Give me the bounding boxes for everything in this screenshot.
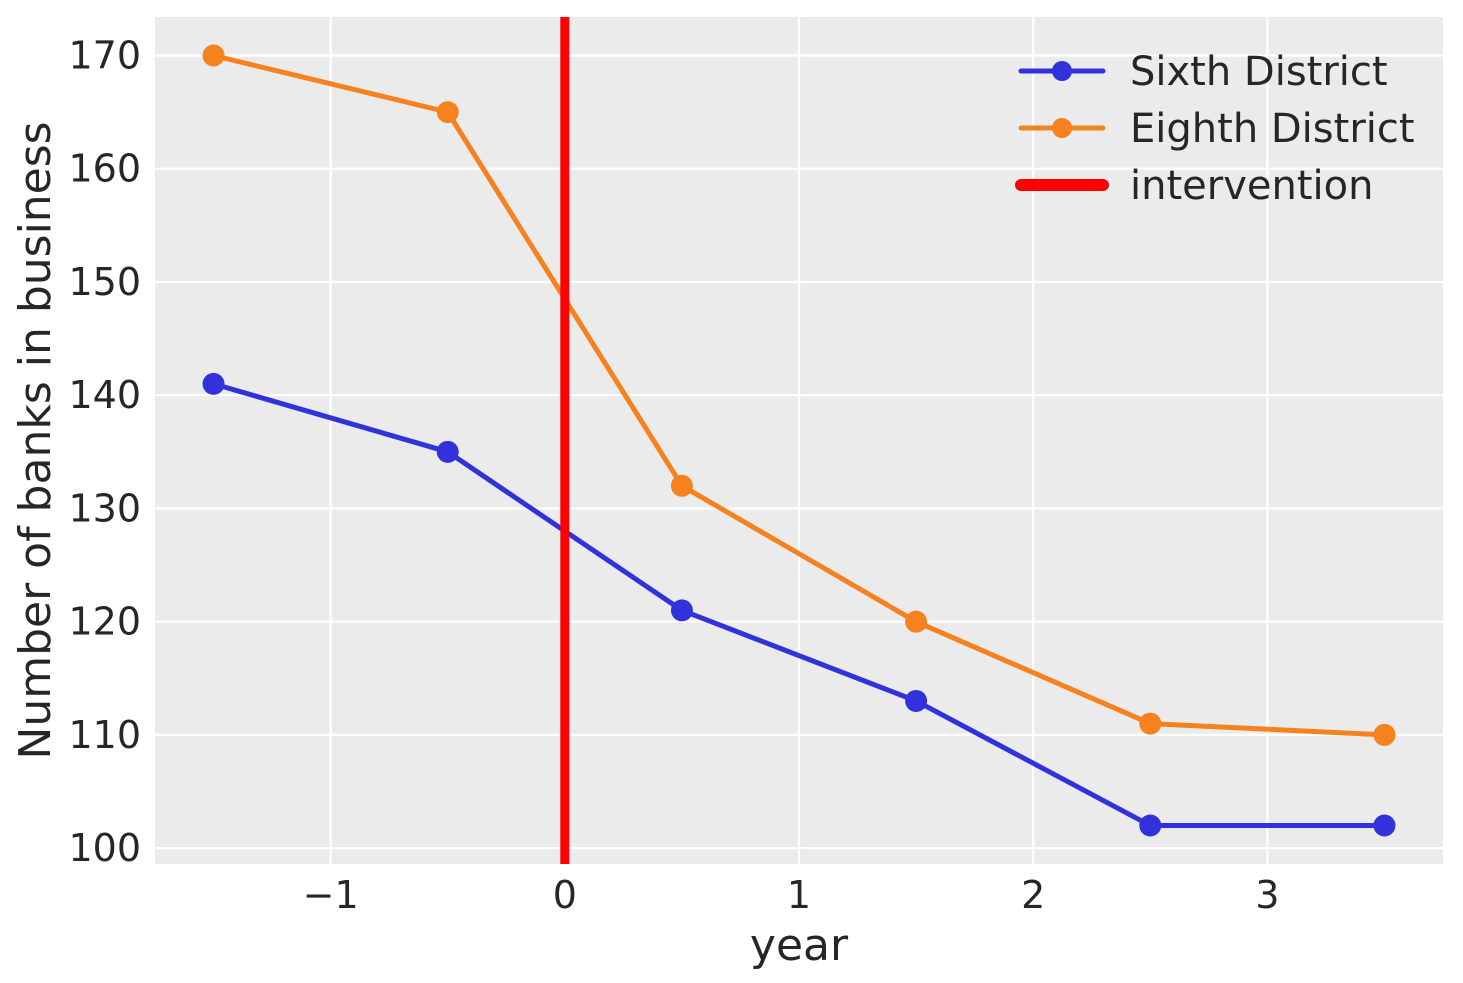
series-line-sixth-district bbox=[211, 381, 1387, 828]
x-axis-label: year bbox=[750, 920, 849, 971]
y-tick-label: 110 bbox=[68, 713, 141, 757]
data-point-eighth-district bbox=[1139, 712, 1162, 735]
y-tick-label: 150 bbox=[68, 260, 141, 304]
x-tick-label: 1 bbox=[787, 873, 811, 917]
y-axis-label: Number of banks in business bbox=[10, 121, 61, 759]
x-tick-label: −1 bbox=[303, 873, 359, 917]
legend-label: Sixth District bbox=[1130, 49, 1388, 95]
x-tick-label: 0 bbox=[553, 873, 577, 917]
y-axis-tick-labels: 100 110 120 130 140 150 160 170 bbox=[68, 34, 141, 871]
data-point-sixth-district bbox=[1139, 814, 1162, 837]
x-tick-label: 3 bbox=[1255, 873, 1279, 917]
data-point-sixth-district bbox=[1373, 814, 1396, 837]
legend-item-eighth-district: Eighth District bbox=[1018, 106, 1415, 152]
legend-item-intervention: intervention bbox=[1015, 163, 1373, 209]
x-axis-tick-labels: −1 0 1 2 3 bbox=[303, 873, 1280, 917]
data-point-eighth-district bbox=[202, 44, 225, 67]
legend: Sixth District Eighth District interventio… bbox=[1015, 49, 1415, 209]
y-tick-label: 140 bbox=[68, 373, 141, 417]
data-point-sixth-district bbox=[436, 440, 459, 463]
legend-marker-eighth-district bbox=[1052, 118, 1072, 138]
legend-marker-sixth-district bbox=[1052, 61, 1072, 81]
y-tick-label: 120 bbox=[68, 600, 141, 644]
data-point-eighth-district bbox=[670, 474, 693, 497]
legend-item-sixth-district: Sixth District bbox=[1018, 49, 1388, 95]
y-tick-label: 130 bbox=[68, 486, 141, 530]
y-tick-label: 100 bbox=[68, 826, 141, 870]
data-point-sixth-district bbox=[905, 689, 928, 712]
data-point-sixth-district bbox=[202, 372, 225, 395]
data-point-eighth-district bbox=[1373, 723, 1396, 746]
y-tick-label: 160 bbox=[68, 147, 141, 191]
y-tick-label: 170 bbox=[68, 34, 141, 78]
data-series bbox=[202, 44, 1396, 837]
legend-label: Eighth District bbox=[1130, 106, 1415, 152]
data-point-eighth-district bbox=[905, 610, 928, 633]
x-tick-label: 2 bbox=[1021, 873, 1045, 917]
data-point-sixth-district bbox=[670, 599, 693, 622]
data-point-eighth-district bbox=[436, 101, 459, 124]
series-line-eighth-district bbox=[211, 53, 1387, 738]
legend-label: intervention bbox=[1130, 163, 1373, 209]
